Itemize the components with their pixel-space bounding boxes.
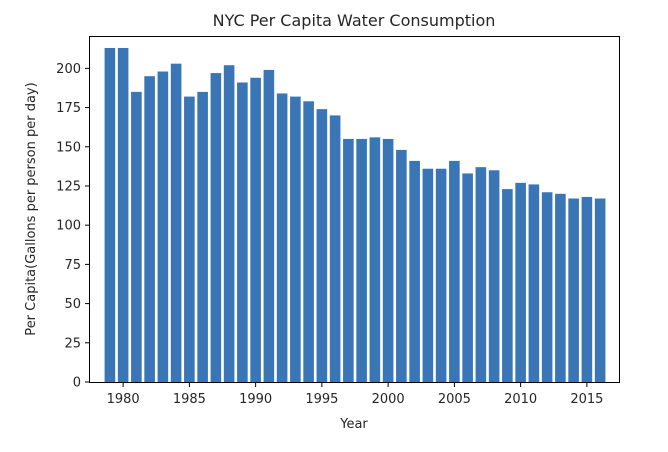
x-tick-label: 1990 bbox=[239, 392, 272, 407]
bar-2015 bbox=[581, 196, 593, 382]
bars-group bbox=[104, 47, 606, 383]
bar-1999 bbox=[369, 137, 381, 382]
bar-1998 bbox=[356, 138, 367, 382]
y-tick-label: 0 bbox=[73, 376, 81, 391]
bar-1981 bbox=[131, 91, 142, 382]
bar-2000 bbox=[382, 138, 394, 382]
y-tick-label: 25 bbox=[64, 336, 81, 351]
bar-2011 bbox=[528, 184, 540, 382]
bar-2014 bbox=[568, 198, 579, 382]
bar-2001 bbox=[396, 149, 407, 382]
y-tick-label: 50 bbox=[64, 297, 81, 312]
bar-1992 bbox=[276, 93, 288, 382]
bar-2006 bbox=[462, 173, 473, 382]
x-tick-label: 2010 bbox=[504, 392, 537, 407]
x-axis-ticks: 1980 1985 1990 1995 2000 2005 2010 2015 bbox=[107, 382, 603, 407]
bar-1980 bbox=[117, 47, 129, 382]
y-tick-label: 175 bbox=[56, 101, 81, 116]
bar-1986 bbox=[197, 91, 208, 382]
y-tick-label: 150 bbox=[56, 140, 81, 155]
x-axis-label: Year bbox=[339, 417, 368, 432]
bar-2004 bbox=[435, 168, 447, 382]
plot-area-frame bbox=[89, 36, 620, 383]
x-tick-label: 1995 bbox=[305, 392, 338, 407]
bar-2009 bbox=[502, 189, 513, 382]
bar-1990 bbox=[250, 77, 261, 383]
bar-2012 bbox=[541, 192, 553, 382]
bar-1987 bbox=[210, 73, 222, 382]
bar-2010 bbox=[515, 182, 526, 382]
bar-1993 bbox=[290, 96, 301, 382]
bar-1988 bbox=[223, 65, 235, 382]
bar-1985 bbox=[184, 96, 195, 382]
bar-1995 bbox=[316, 109, 328, 382]
y-axis-label: Per Capita(Gallons per person per day) bbox=[24, 82, 39, 335]
bar-1984 bbox=[170, 63, 182, 382]
bar-1997 bbox=[343, 138, 354, 382]
bar-2013 bbox=[555, 193, 566, 382]
bar-2005 bbox=[449, 160, 460, 382]
x-tick-label: 2015 bbox=[570, 392, 603, 407]
y-tick-label: 75 bbox=[64, 258, 81, 273]
bar-1979 bbox=[104, 47, 116, 382]
x-tick-label: 1980 bbox=[107, 392, 140, 407]
y-tick-label: 200 bbox=[56, 62, 81, 77]
bar-2003 bbox=[422, 168, 434, 382]
bar-1996 bbox=[329, 115, 341, 382]
bar-1994 bbox=[303, 101, 314, 383]
x-tick-label: 1985 bbox=[173, 392, 206, 407]
x-tick-label: 2000 bbox=[372, 392, 405, 407]
x-tick-label: 2005 bbox=[438, 392, 471, 407]
bar-1991 bbox=[263, 69, 275, 383]
bar-2016 bbox=[594, 198, 606, 382]
chart-title: NYC Per Capita Water Consumption bbox=[213, 11, 496, 30]
bar-2002 bbox=[409, 160, 420, 382]
y-tick-label: 125 bbox=[56, 179, 81, 194]
y-axis-ticks: 0 25 50 75 100 125 150 175 200 bbox=[56, 62, 90, 391]
bar-1983 bbox=[157, 71, 169, 382]
bar-2008 bbox=[488, 170, 500, 382]
y-tick-label: 100 bbox=[56, 219, 81, 234]
bar-1989 bbox=[237, 82, 248, 382]
bar-1982 bbox=[144, 76, 155, 382]
bar-2007 bbox=[475, 167, 487, 382]
